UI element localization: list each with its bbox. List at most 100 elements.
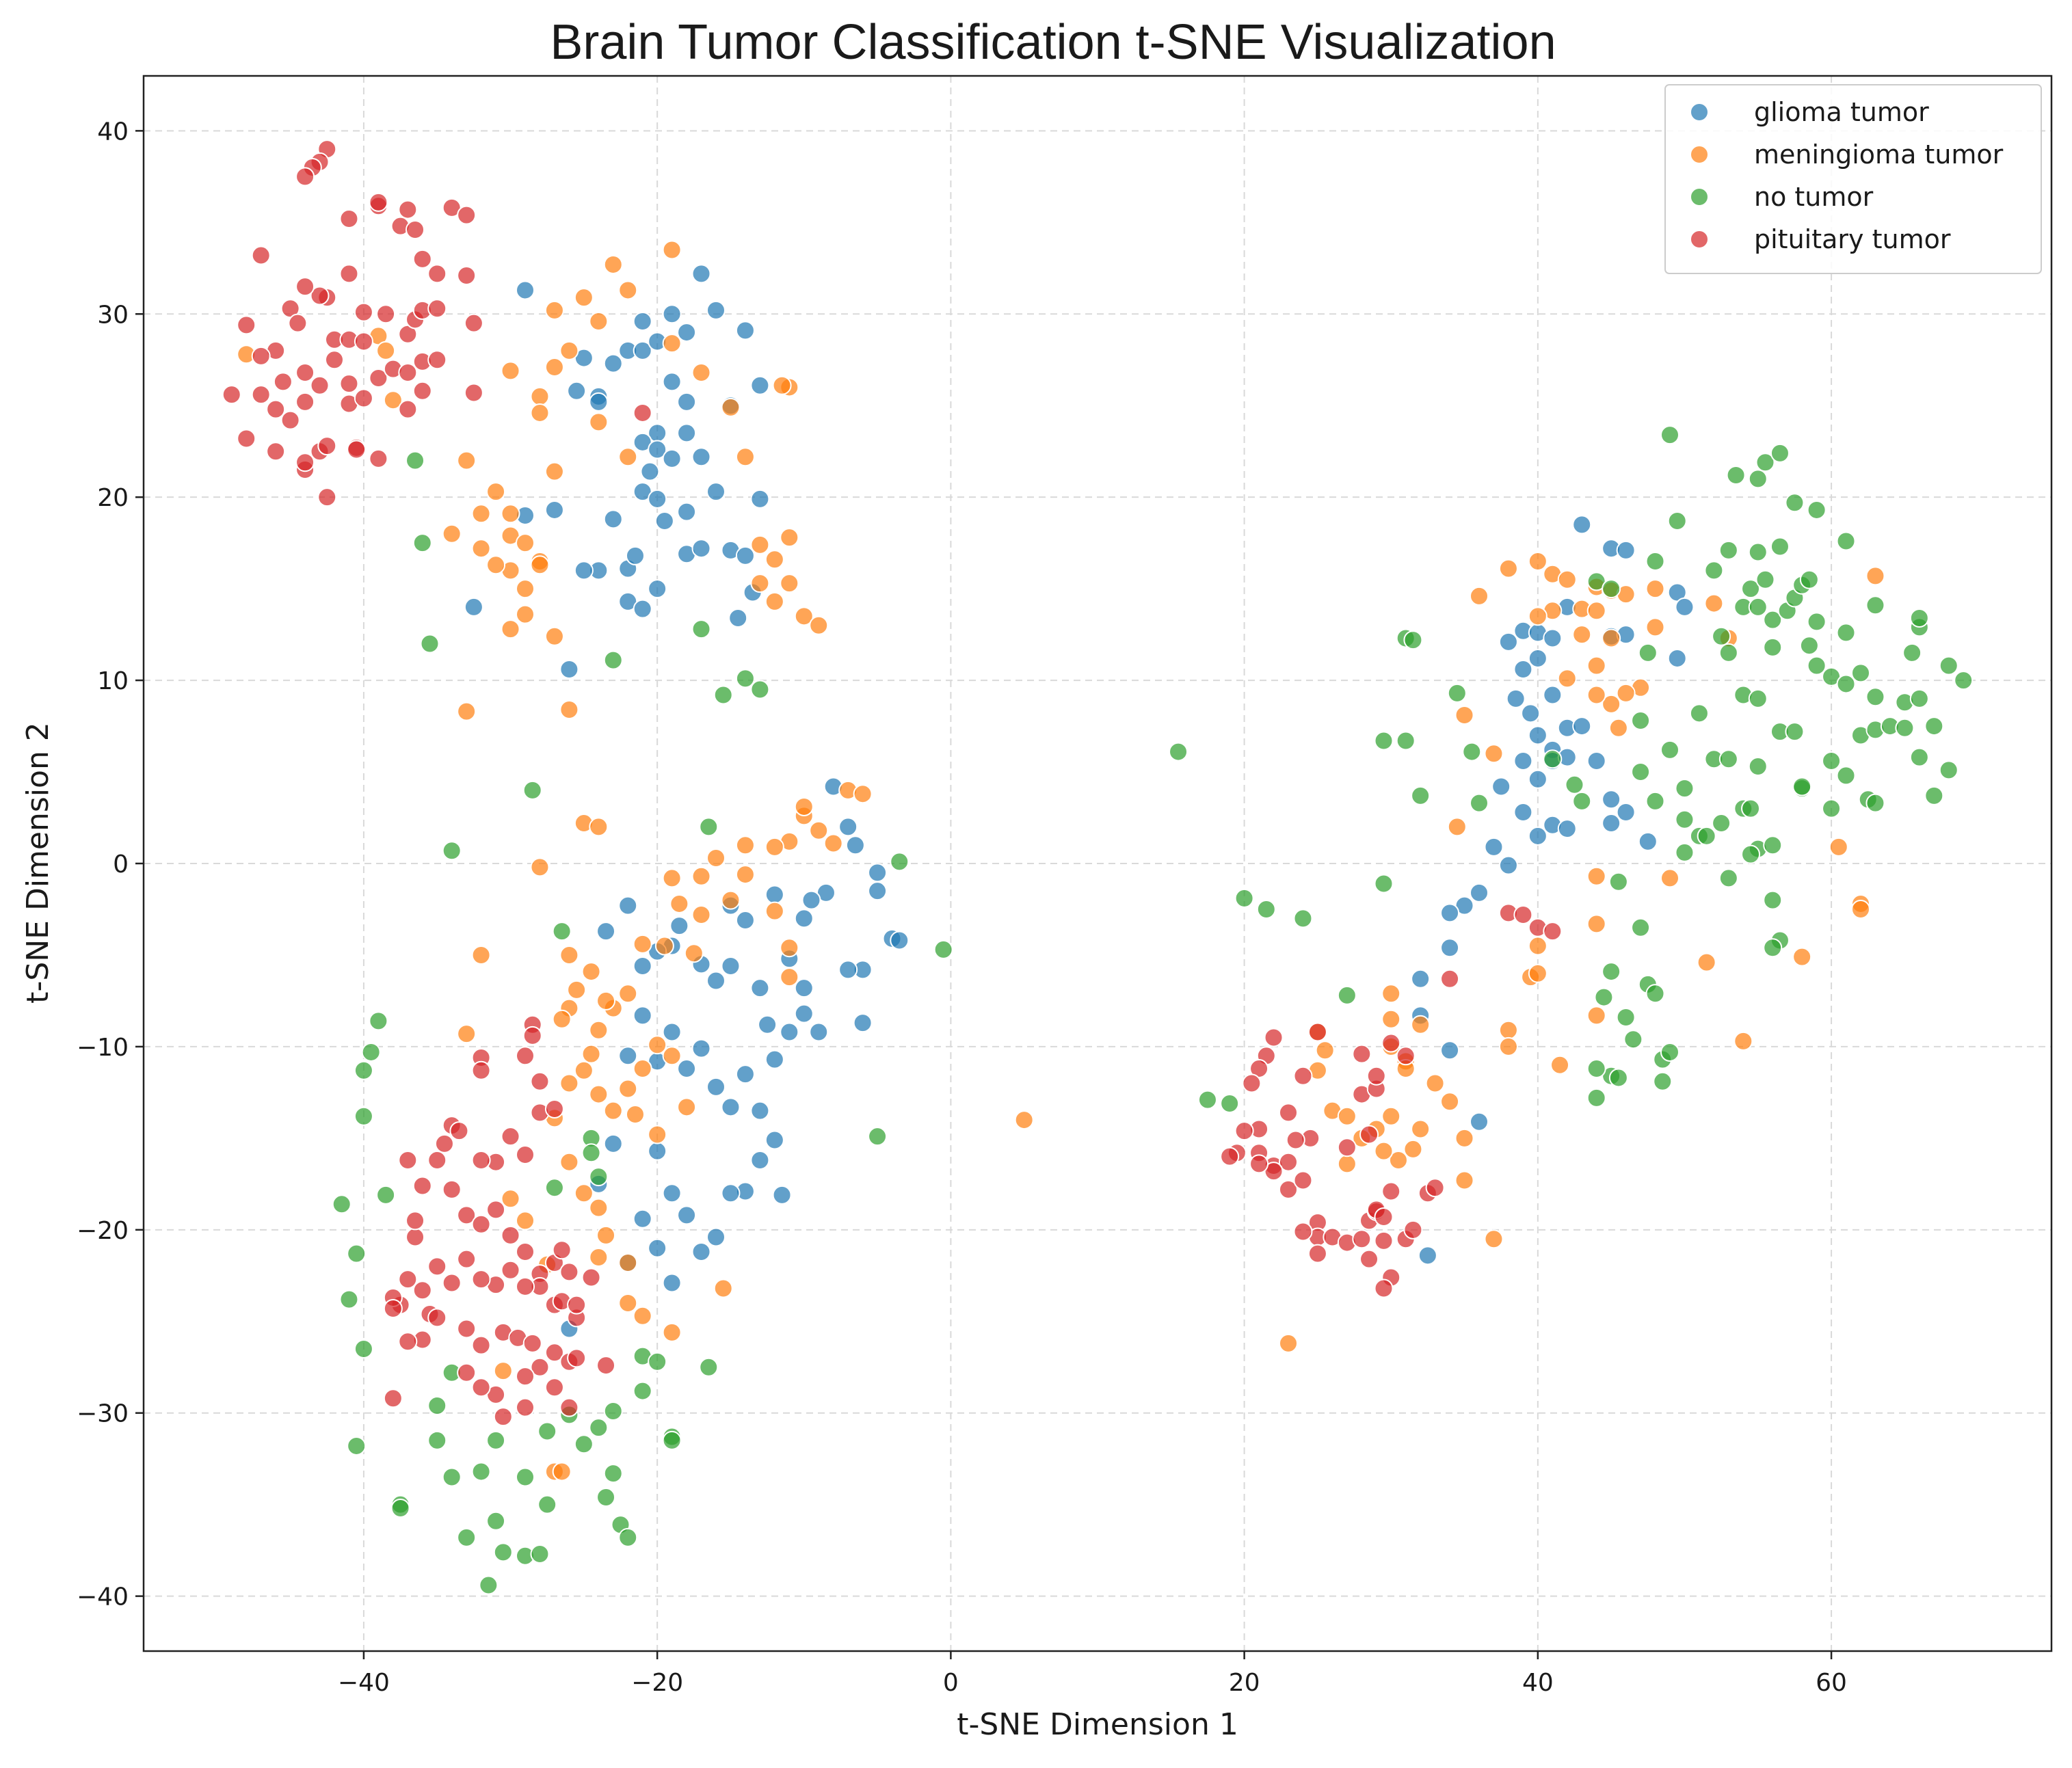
data-point	[1491, 777, 1511, 796]
data-point	[603, 1402, 623, 1421]
data-point	[1381, 1181, 1401, 1201]
data-point	[1748, 757, 1768, 777]
data-point	[369, 448, 388, 468]
data-point	[750, 680, 770, 699]
data-point	[1586, 1059, 1606, 1079]
data-point	[347, 440, 367, 459]
data-point	[1352, 1229, 1372, 1249]
data-point	[574, 288, 594, 308]
data-point	[618, 1079, 638, 1099]
data-point	[442, 841, 462, 861]
data-point	[648, 1141, 667, 1161]
data-point	[1697, 952, 1716, 972]
data-point	[1506, 688, 1526, 708]
data-point	[706, 1077, 726, 1097]
data-point	[596, 991, 616, 1010]
legend: glioma tumor meningioma tumor no tumor pitu…	[1664, 84, 2042, 274]
data-point	[1924, 716, 1944, 736]
data-point	[1279, 1103, 1298, 1123]
data-point	[406, 451, 425, 470]
data-point	[1939, 760, 1958, 780]
data-point	[288, 313, 308, 333]
data-point	[1352, 1044, 1372, 1064]
data-point	[457, 1024, 477, 1044]
data-point	[516, 579, 535, 599]
data-point	[457, 451, 477, 470]
data-point	[1602, 579, 1621, 599]
data-point	[427, 1151, 447, 1170]
data-point	[412, 249, 432, 269]
data-point	[339, 1289, 359, 1309]
data-point	[332, 1194, 351, 1214]
data-point	[559, 1073, 579, 1093]
data-point	[1675, 842, 1695, 862]
data-point	[1602, 962, 1621, 982]
data-point	[633, 956, 652, 976]
data-point	[354, 1060, 373, 1080]
data-point	[1286, 1130, 1305, 1150]
data-point	[516, 604, 535, 624]
data-point	[662, 1430, 682, 1450]
data-point	[1374, 1207, 1394, 1227]
data-point	[1513, 751, 1533, 771]
data-point	[1381, 1033, 1401, 1053]
data-point	[457, 1249, 477, 1269]
series-glioma-tumor	[464, 264, 1695, 1339]
data-point	[1234, 888, 1254, 908]
data-point	[516, 1242, 535, 1261]
data-point	[1447, 817, 1467, 837]
data-point	[735, 321, 755, 340]
data-point	[648, 1125, 667, 1144]
axis-ticks: −40 −20 0 20 40 60 −40 −30 −20 −10 0 10 20 30 40	[77, 118, 1847, 1697]
y-tick-label: 40	[97, 118, 129, 146]
data-point	[1197, 1090, 1217, 1110]
data-point	[1572, 716, 1592, 736]
data-point	[684, 943, 704, 963]
data-point	[1594, 987, 1614, 1007]
data-point	[721, 956, 741, 976]
data-point	[574, 561, 594, 580]
data-point	[516, 1276, 535, 1296]
data-point	[1572, 515, 1592, 535]
data-point	[471, 1151, 491, 1170]
data-point	[567, 1295, 587, 1315]
data-point	[633, 340, 652, 360]
data-point	[838, 817, 858, 837]
data-point	[735, 865, 755, 885]
data-point	[1411, 1015, 1431, 1034]
data-point	[295, 453, 315, 472]
data-point	[1638, 831, 1658, 851]
data-point	[251, 346, 271, 366]
data-point	[1954, 671, 1974, 691]
data-point	[383, 390, 403, 410]
data-point	[1586, 751, 1606, 771]
data-point	[1851, 899, 1870, 919]
data-point	[457, 1527, 477, 1547]
data-point	[1645, 579, 1665, 599]
data-point	[735, 835, 755, 855]
data-point	[780, 967, 799, 987]
data-point	[516, 1397, 535, 1417]
data-point	[251, 245, 271, 265]
data-point	[765, 837, 784, 857]
data-point	[691, 363, 711, 383]
y-tick-label: −40	[77, 1583, 129, 1611]
data-point	[530, 1544, 550, 1564]
data-point	[1829, 837, 1848, 857]
data-point	[706, 1227, 726, 1247]
data-point	[1396, 731, 1416, 751]
data-point	[868, 881, 888, 901]
data-point	[603, 650, 623, 670]
data-point	[589, 1198, 609, 1218]
series-pituitary-tumor	[222, 139, 1563, 1427]
data-point	[376, 1185, 396, 1205]
data-point	[1411, 969, 1431, 989]
data-point	[699, 1357, 719, 1377]
data-point	[1374, 1141, 1394, 1161]
data-point	[544, 1378, 564, 1397]
data-point	[457, 701, 477, 721]
data-point	[574, 1183, 594, 1203]
data-point	[1543, 922, 1563, 941]
data-point	[1470, 793, 1489, 813]
